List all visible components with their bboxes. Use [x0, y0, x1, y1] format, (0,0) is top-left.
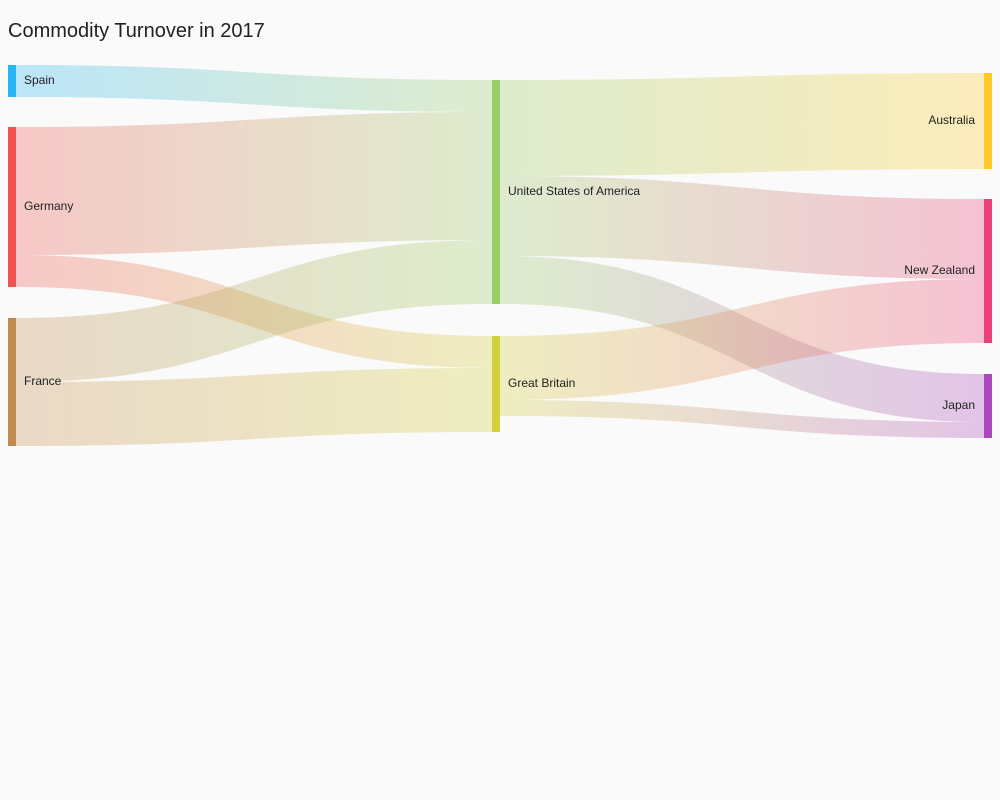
link-gb-to-jp[interactable] — [500, 400, 984, 438]
link-france-to-usa[interactable] — [16, 240, 492, 382]
node-gb[interactable] — [492, 336, 500, 432]
link-spain-to-usa[interactable] — [16, 65, 492, 112]
node-germany[interactable] — [8, 127, 16, 287]
node-label-jp: Japan — [942, 398, 975, 412]
link-germany-to-usa[interactable] — [16, 112, 492, 255]
node-usa[interactable] — [492, 80, 500, 304]
node-label-au: Australia — [928, 113, 975, 127]
links-layer — [16, 65, 984, 446]
chart-title: Commodity Turnover in 2017 — [8, 20, 265, 42]
node-spain[interactable] — [8, 65, 16, 97]
link-gb-to-nz[interactable] — [500, 279, 984, 400]
node-nz[interactable] — [984, 199, 992, 343]
node-label-nz: New Zealand — [904, 263, 975, 277]
node-label-gb: Great Britain — [508, 376, 575, 390]
link-france-to-gb[interactable] — [16, 368, 492, 446]
labels-layer: Spain Germany France United States of Ameri… — [24, 73, 975, 412]
node-label-usa: United States of America — [508, 184, 640, 198]
node-label-spain: Spain — [24, 73, 55, 87]
nodes-layer — [8, 65, 992, 446]
node-france[interactable] — [8, 318, 16, 446]
node-jp[interactable] — [984, 374, 992, 438]
link-usa-to-au[interactable] — [500, 73, 984, 176]
node-label-france: France — [24, 374, 62, 388]
node-au[interactable] — [984, 73, 992, 169]
node-label-germany: Germany — [24, 199, 73, 213]
link-usa-to-nz[interactable] — [500, 176, 984, 279]
